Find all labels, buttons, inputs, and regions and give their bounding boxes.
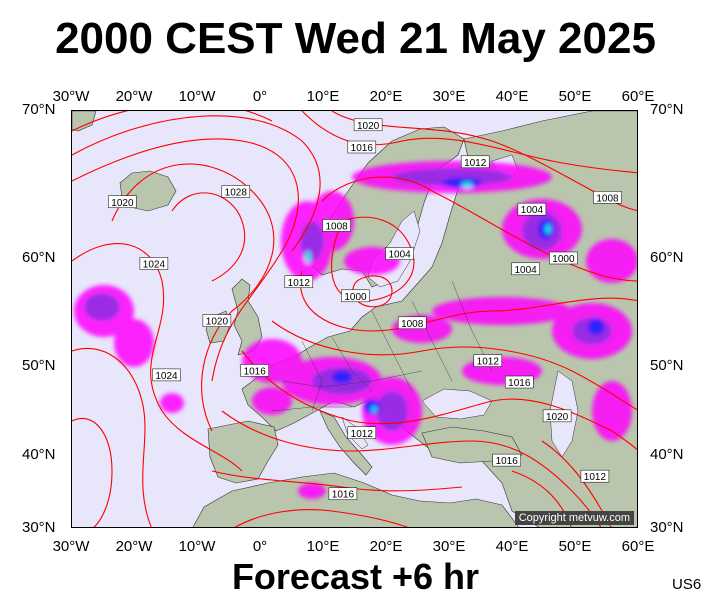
isobar-label: 1020 bbox=[108, 195, 137, 209]
isobar-label: 1012 bbox=[284, 275, 314, 289]
isobar-lines bbox=[72, 111, 637, 527]
map-title: 2000 CEST Wed 21 May 2025 bbox=[55, 14, 656, 63]
isobar-label: 1016 bbox=[328, 487, 358, 501]
italy-land bbox=[319, 410, 373, 476]
svg-text:1012: 1012 bbox=[288, 278, 311, 289]
longitude-label: 60°E bbox=[621, 88, 655, 105]
svg-text:1020: 1020 bbox=[111, 198, 134, 209]
latitude-label: 40°N bbox=[650, 446, 684, 463]
svg-text:1008: 1008 bbox=[596, 193, 619, 204]
isobar-labels: 1020 1016 1012 1028 1020 1004 1008 1008 1024 1004… bbox=[108, 118, 622, 501]
longitude-label: 0° bbox=[252, 538, 268, 555]
svg-text:1012: 1012 bbox=[477, 357, 500, 368]
latitude-label: 60°N bbox=[22, 249, 56, 266]
svg-text:1012: 1012 bbox=[464, 158, 487, 169]
longitude-label: 30°W bbox=[52, 538, 90, 555]
svg-text:1008: 1008 bbox=[325, 221, 348, 232]
isobar-label: 1012 bbox=[473, 354, 503, 368]
svg-text:1004: 1004 bbox=[514, 265, 537, 276]
longitude-label: 60°E bbox=[621, 538, 655, 555]
longitude-label: 10°W bbox=[178, 88, 216, 105]
latitude-label: 50°N bbox=[22, 357, 56, 374]
product-code: US6 bbox=[672, 576, 702, 593]
isobar-label: 1012 bbox=[580, 469, 610, 483]
svg-text:1016: 1016 bbox=[332, 490, 355, 501]
latitude-label: 30°N bbox=[650, 519, 684, 536]
svg-text:1020: 1020 bbox=[546, 412, 569, 423]
svg-text:1024: 1024 bbox=[143, 259, 166, 270]
longitude-label: 50°E bbox=[558, 538, 592, 555]
svg-text:1028: 1028 bbox=[225, 187, 248, 198]
longitude-label: 40°E bbox=[495, 538, 529, 555]
svg-text:1004: 1004 bbox=[521, 205, 544, 216]
longitude-label: 10°W bbox=[178, 538, 216, 555]
isobar-label: 1004 bbox=[385, 247, 414, 261]
svg-text:1020: 1020 bbox=[357, 121, 380, 132]
isobar-label: 1012 bbox=[347, 426, 377, 440]
longitude-label: 20°E bbox=[369, 538, 403, 555]
svg-text:1000: 1000 bbox=[552, 254, 575, 265]
longitude-label: 20°W bbox=[115, 538, 153, 555]
longitude-label: 50°E bbox=[558, 88, 592, 105]
isobar-label: 1012 bbox=[460, 155, 490, 169]
longitude-label: 30°W bbox=[52, 88, 90, 105]
svg-text:1016: 1016 bbox=[351, 143, 374, 154]
svg-text:1012: 1012 bbox=[584, 472, 607, 483]
forecast-hour: Forecast +6 hr bbox=[231, 556, 480, 597]
greenland-edge-land bbox=[72, 111, 97, 132]
latitude-label: 70°N bbox=[650, 101, 684, 118]
isobar-label: 1020 bbox=[202, 314, 232, 328]
longitude-label: 30°E bbox=[432, 538, 466, 555]
longitude-label: 10°E bbox=[306, 538, 340, 555]
copyright-notice: Copyright metvuw.com bbox=[514, 511, 634, 525]
svg-text:1016: 1016 bbox=[496, 456, 519, 467]
iberia-land bbox=[207, 420, 279, 484]
isobar-label: 1024 bbox=[152, 368, 181, 382]
longitude-label: 0° bbox=[252, 88, 268, 105]
isobar-label: 1008 bbox=[397, 316, 427, 330]
isobar-label: 1020 bbox=[542, 409, 572, 423]
svg-text:1008: 1008 bbox=[401, 319, 424, 330]
isobar-label: 1016 bbox=[347, 140, 377, 154]
isobar-label: 1008 bbox=[593, 191, 622, 204]
latitude-label: 60°N bbox=[650, 249, 684, 266]
isobar-label: 1000 bbox=[549, 251, 578, 265]
isobar-label: 1004 bbox=[511, 262, 540, 276]
svg-text:1024: 1024 bbox=[155, 371, 178, 382]
svg-text:1016: 1016 bbox=[244, 366, 267, 377]
longitude-label: 20°E bbox=[369, 88, 403, 105]
svg-text:1004: 1004 bbox=[388, 250, 411, 261]
longitude-label: 20°W bbox=[115, 88, 153, 105]
isobar-label: 1028 bbox=[221, 185, 251, 198]
isobar-label: 1016 bbox=[240, 364, 269, 377]
latitude-label: 70°N bbox=[22, 101, 56, 118]
longitude-label: 40°E bbox=[495, 88, 529, 105]
latitude-label: 50°N bbox=[650, 357, 684, 374]
longitude-label: 30°E bbox=[432, 88, 466, 105]
longitude-label: 10°E bbox=[306, 88, 340, 105]
isobar-label: 1004 bbox=[517, 202, 547, 216]
isobar-label: 1016 bbox=[492, 453, 521, 467]
forecast-map[interactable]: 1020 1016 1012 1028 1020 1004 1008 1008 1024 1004… bbox=[71, 110, 638, 528]
svg-text:1016: 1016 bbox=[508, 378, 531, 389]
black-sea bbox=[421, 388, 493, 420]
svg-text:1000: 1000 bbox=[344, 292, 367, 303]
country-borders bbox=[271, 280, 493, 412]
latitude-label: 30°N bbox=[22, 519, 56, 536]
svg-text:1012: 1012 bbox=[351, 429, 374, 440]
precipitation-layer bbox=[74, 161, 637, 499]
isobar-label: 1020 bbox=[353, 118, 383, 132]
isobar-label: 1024 bbox=[139, 257, 169, 270]
isobar-label: 1000 bbox=[341, 289, 370, 303]
svg-text:1020: 1020 bbox=[206, 317, 229, 328]
isobar-label: 1008 bbox=[322, 219, 351, 232]
latitude-label: 40°N bbox=[22, 446, 56, 463]
map-canvas: 1020 1016 1012 1028 1020 1004 1008 1008 1024 1004… bbox=[72, 111, 637, 527]
isobar-label: 1016 bbox=[505, 375, 534, 389]
